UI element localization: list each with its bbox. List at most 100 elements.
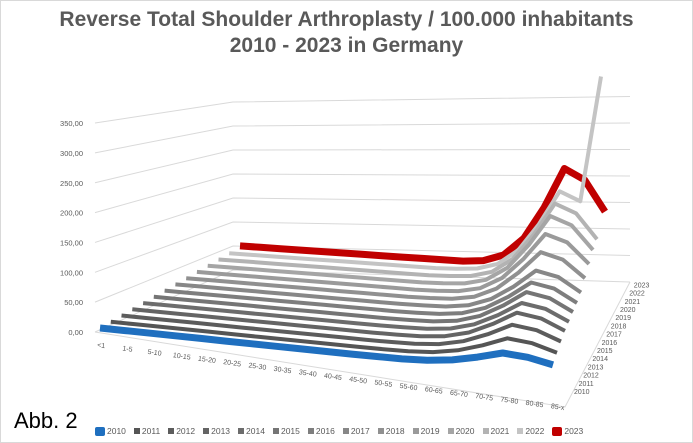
x-tick-label: <1: [97, 342, 106, 350]
legend-item-2019: 2019: [412, 426, 440, 436]
series-line-2016: [164, 280, 579, 316]
depth-tick-label: 2022: [629, 291, 645, 298]
legend-swatch: [412, 428, 419, 434]
figure-caption: Abb. 2: [14, 408, 78, 433]
legend-label: 2013: [211, 426, 231, 436]
legend-label: 2021: [490, 426, 510, 436]
x-tick-label: 50-55: [374, 379, 393, 388]
x-tick-label: 60-65: [424, 386, 443, 395]
legend-swatch: [168, 428, 175, 434]
legend-swatch: [377, 428, 384, 434]
gridline: [94, 173, 631, 214]
x-tick-label: 40-45: [324, 373, 343, 382]
gridline: [94, 245, 631, 303]
series-line-2021: [218, 201, 599, 278]
depth-tick-label: 2019: [615, 315, 631, 322]
depth-tick-label: 2014: [592, 356, 608, 363]
legend-label: 2020: [455, 426, 475, 436]
series-line-2020: [207, 214, 595, 286]
legend-swatch: [203, 428, 210, 434]
series-line-2019: [196, 232, 591, 294]
legend-item-2011: 2011: [133, 426, 160, 436]
legend-item-2012: 2012: [168, 426, 195, 436]
legend-item-2022: 2022: [517, 426, 544, 436]
legend: 2010 2011 2012 2013 2014 2015 2016 2017 2018 2019…: [95, 426, 583, 436]
legend-item-2021: 2021: [482, 426, 510, 436]
legend-swatch: [552, 426, 563, 436]
x-tick-label: 5-10: [147, 349, 162, 358]
legend-swatch: [447, 428, 454, 434]
x-tick-label: 45-50: [349, 376, 368, 385]
y-tick-label: 300,00: [60, 149, 83, 158]
series-line-2018: [186, 250, 587, 301]
legend-label: 2023: [564, 426, 584, 436]
y-tick-label: 350,00: [60, 119, 83, 128]
legend-label: 2022: [525, 426, 545, 436]
x-tick-label: 1-5: [122, 345, 133, 353]
legend-label: 2018: [385, 426, 405, 436]
legend-swatch: [95, 426, 105, 436]
series-line-2022: [229, 76, 603, 271]
y-tick-label: 50,00: [64, 298, 83, 307]
legend-label: 2017: [350, 426, 370, 436]
legend-label: 2019: [420, 426, 440, 436]
legend-swatch: [307, 428, 314, 434]
legend-label: 2012: [176, 426, 196, 436]
x-tick-label: 10-15: [172, 352, 191, 361]
legend-swatch: [272, 428, 279, 434]
legend-swatch: [517, 428, 524, 434]
depth-tick-label: 2010: [574, 389, 590, 396]
chart-title-line1: Reverse Total Shoulder Arthroplasty / 10…: [59, 8, 634, 31]
depth-tick-label: 2016: [602, 340, 618, 347]
series-line-2023: [239, 165, 608, 265]
x-tick-label: 70-75: [475, 393, 494, 402]
legend-swatch: [342, 428, 349, 434]
series-line-2015: [153, 290, 575, 324]
legend-label: 2014: [246, 426, 265, 436]
x-tick-label: 15-20: [198, 356, 217, 365]
legend-item-2010: 2010: [95, 426, 126, 436]
y-tick-label: 0,00: [68, 328, 83, 337]
depth-tick-label: 2013: [588, 364, 604, 371]
y-tick-label: 100,00: [60, 268, 83, 277]
legend-item-2018: 2018: [377, 426, 405, 436]
series-line-2011: [110, 319, 558, 355]
legend-item-2016: 2016: [307, 426, 335, 436]
depth-tick-label: 2011: [579, 381, 594, 388]
y-tick-label: 250,00: [60, 179, 83, 188]
legend-item-2017: 2017: [342, 426, 370, 436]
depth-tick-label: 2021: [625, 299, 641, 306]
legend-label: 2015: [280, 426, 300, 436]
y-tick-label: 200,00: [60, 209, 83, 218]
depth-tick-label: 2018: [611, 323, 627, 330]
depth-tick-label: 2015: [597, 348, 613, 355]
legend-item-2023: 2023: [552, 426, 583, 436]
x-tick-label: 30-35: [273, 366, 292, 375]
depth-tick-label: 2023: [634, 282, 650, 289]
x-tick-label: 80-85: [525, 400, 544, 409]
x-tick-label: 35-40: [298, 369, 317, 378]
series-line-2013: [132, 307, 566, 339]
depth-tick-label: 2012: [583, 373, 599, 380]
legend-label: 2010: [107, 426, 126, 436]
x-tick-label: 20-25: [223, 359, 242, 368]
depth-tick-label: 2017: [606, 332, 622, 339]
x-tick-label: 25-30: [248, 362, 267, 371]
chart-title-line2: 2010 - 2023 in Germany: [229, 34, 464, 57]
gridline: [94, 96, 631, 124]
gridline: [94, 197, 631, 243]
gridline: [94, 122, 631, 154]
y-tick-label: 150,00: [60, 238, 83, 247]
legend-item-2014: 2014: [238, 426, 265, 436]
legend-swatch: [133, 428, 140, 434]
series-line-2017: [175, 268, 583, 309]
gridline: [94, 221, 631, 273]
legend-swatch: [238, 428, 245, 434]
series-line-2010: [99, 324, 555, 369]
legend-swatch: [482, 428, 489, 434]
legend-item-2013: 2013: [203, 426, 230, 436]
x-tick-label: 55-60: [399, 383, 418, 392]
legend-item-2015: 2015: [272, 426, 300, 436]
depth-tick-label: 2020: [620, 307, 636, 314]
